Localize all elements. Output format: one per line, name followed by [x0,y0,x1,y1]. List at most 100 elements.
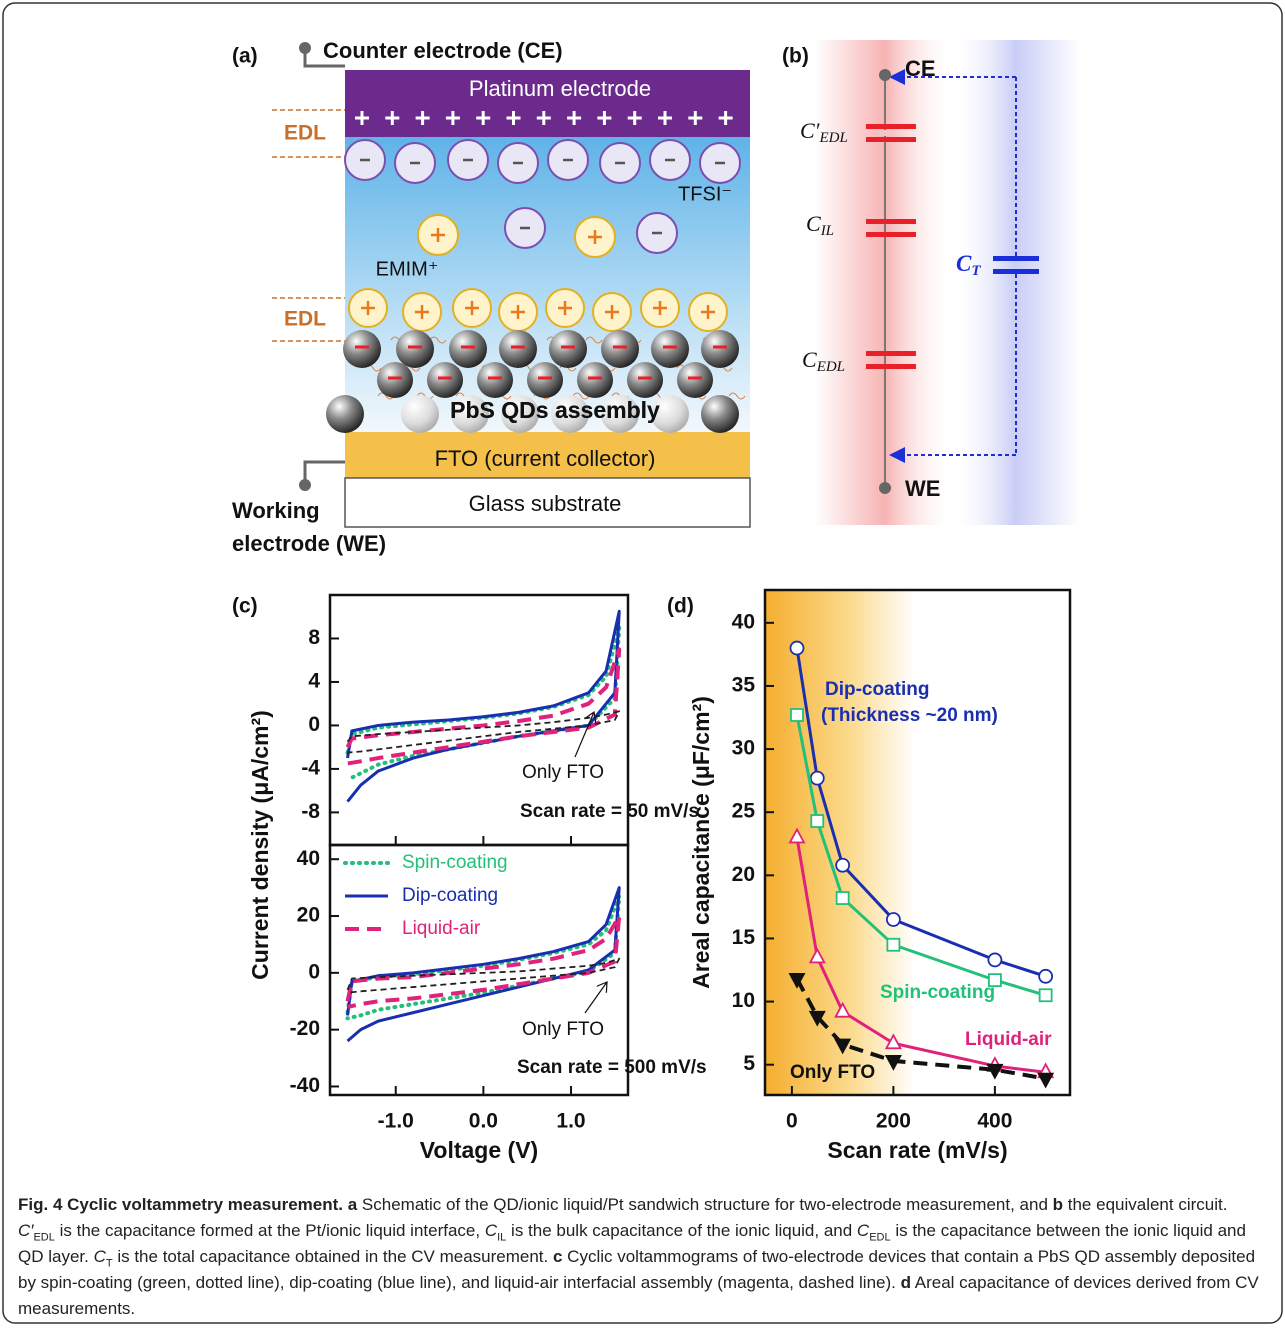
plus-sign [718,111,733,125]
x-tick-label: 1.0 [556,1110,585,1133]
marker [1038,988,1053,1003]
qd [601,330,639,368]
marker [788,827,806,844]
ce-label: CE [905,56,936,81]
cap-sub: T [971,263,981,279]
cap-label: CT [956,251,981,279]
y-tick-label: -4 [301,756,320,779]
y-tick-label: 25 [732,800,756,823]
qd [377,362,413,398]
qd-light [501,395,539,433]
terminal [879,482,891,494]
y-tick-label: -20 [290,1017,320,1040]
panel-label: (b) [782,45,809,68]
wire [303,460,345,485]
ligand [572,392,590,400]
qd-light [551,395,589,433]
glass-label: Glass substrate [469,491,622,516]
caption-text: is the capacitance between the ionic liq… [18,1221,1246,1266]
y-axis-label: Current density (μA/cm²) [247,710,273,980]
qd [449,330,487,368]
annotation: Only FTO [522,1019,604,1040]
marker [1037,1072,1055,1089]
panel-label: (a) [232,45,258,68]
annotation: Scan rate = 50 mV/s [520,801,699,822]
plus-sign [536,111,551,125]
caption-text: Areal capacitance of devices derived fro… [18,1273,1259,1318]
anion-label: TFSI⁻ [678,183,732,205]
series-line [795,647,1047,978]
panel-label: (c) [232,595,258,618]
caption-text: EDL [33,1231,55,1244]
legend-label: Spin-coating [402,852,508,873]
qd [627,362,663,398]
caption-text: EDL [869,1231,891,1244]
series-line [795,977,1046,1081]
plus-sign [415,111,430,125]
caption: Fig. 4 Cyclic voltammetry measurement. a… [18,1192,1268,1322]
cation-label: EMIM⁺ [376,258,439,280]
cap-base: C [802,347,817,372]
plus-sign [511,305,525,319]
y-tick-label: 5 [743,1052,755,1075]
marker [808,947,826,964]
annotation: Only FTO [522,762,604,783]
y-tick-label: 0 [308,960,320,983]
marker [987,973,1002,988]
marker [789,640,805,656]
caption-text: is the bulk capacitance of the ionic liq… [506,1221,857,1240]
legend-label: Dip-coating [402,885,498,906]
qd [477,362,513,398]
cap-label: CEDL [802,347,845,375]
plus-sign [355,111,369,125]
x-tick-label: 400 [977,1110,1012,1133]
x-axis-label: Scan rate (mV/s) [827,1137,1007,1163]
annotation: Spin-coating [880,982,995,1003]
y-tick-label: 20 [732,863,755,886]
plus-sign [361,301,375,315]
qd-light [601,395,639,433]
marker [808,1010,826,1027]
cap-sub: IL [820,223,834,239]
qd [651,330,689,368]
legend-label: Liquid-air [402,918,481,939]
y-tick-label: 35 [732,673,756,696]
series-line [345,647,622,766]
plus-sign [653,301,667,315]
ligand [585,336,603,344]
y-tick-label: 0 [308,713,320,736]
plus-sign [688,111,703,125]
caption-text: IL [497,1231,507,1244]
marker [987,952,1003,968]
wire [303,48,345,68]
qd [427,362,463,398]
caption-text: Fig. 4 Cyclic voltammetry measurement. a [18,1195,358,1214]
caption-text: T [105,1257,113,1270]
marker [834,1038,852,1055]
gap [878,130,892,136]
arrow [584,982,607,1014]
qd-light [701,395,739,433]
caption-text: the equivalent circuit. [1063,1195,1228,1214]
plot-frame [763,588,1072,1097]
y-axis-label: Areal capacitance (μF/cm²) [688,696,714,989]
y-tick-label: 40 [297,847,320,870]
series-line [346,886,621,1043]
plus-sign [597,111,612,125]
plus-sign [605,305,619,319]
caption-text: C′ [18,1221,34,1240]
qd-label: PbS QDs assembly [450,397,660,423]
edl-bounds [272,109,345,342]
marker [884,1033,902,1050]
marker [886,937,901,952]
caption-text: Schematic of the QD/ionic liquid/Pt sand… [357,1195,1053,1214]
panel-b: (b) CE WE C′EDL CIL CT CEDL [782,40,1080,525]
qd [527,362,563,398]
qd [677,362,713,398]
caption-text: d [900,1273,911,1292]
caption-text: C [856,1221,870,1240]
caption-text: C [93,1247,106,1266]
panel-a: (a) Platinum electrode Counter electrode… [232,38,751,556]
x-axis-label: Voltage (V) [420,1137,538,1163]
we-label: Working [232,498,320,523]
